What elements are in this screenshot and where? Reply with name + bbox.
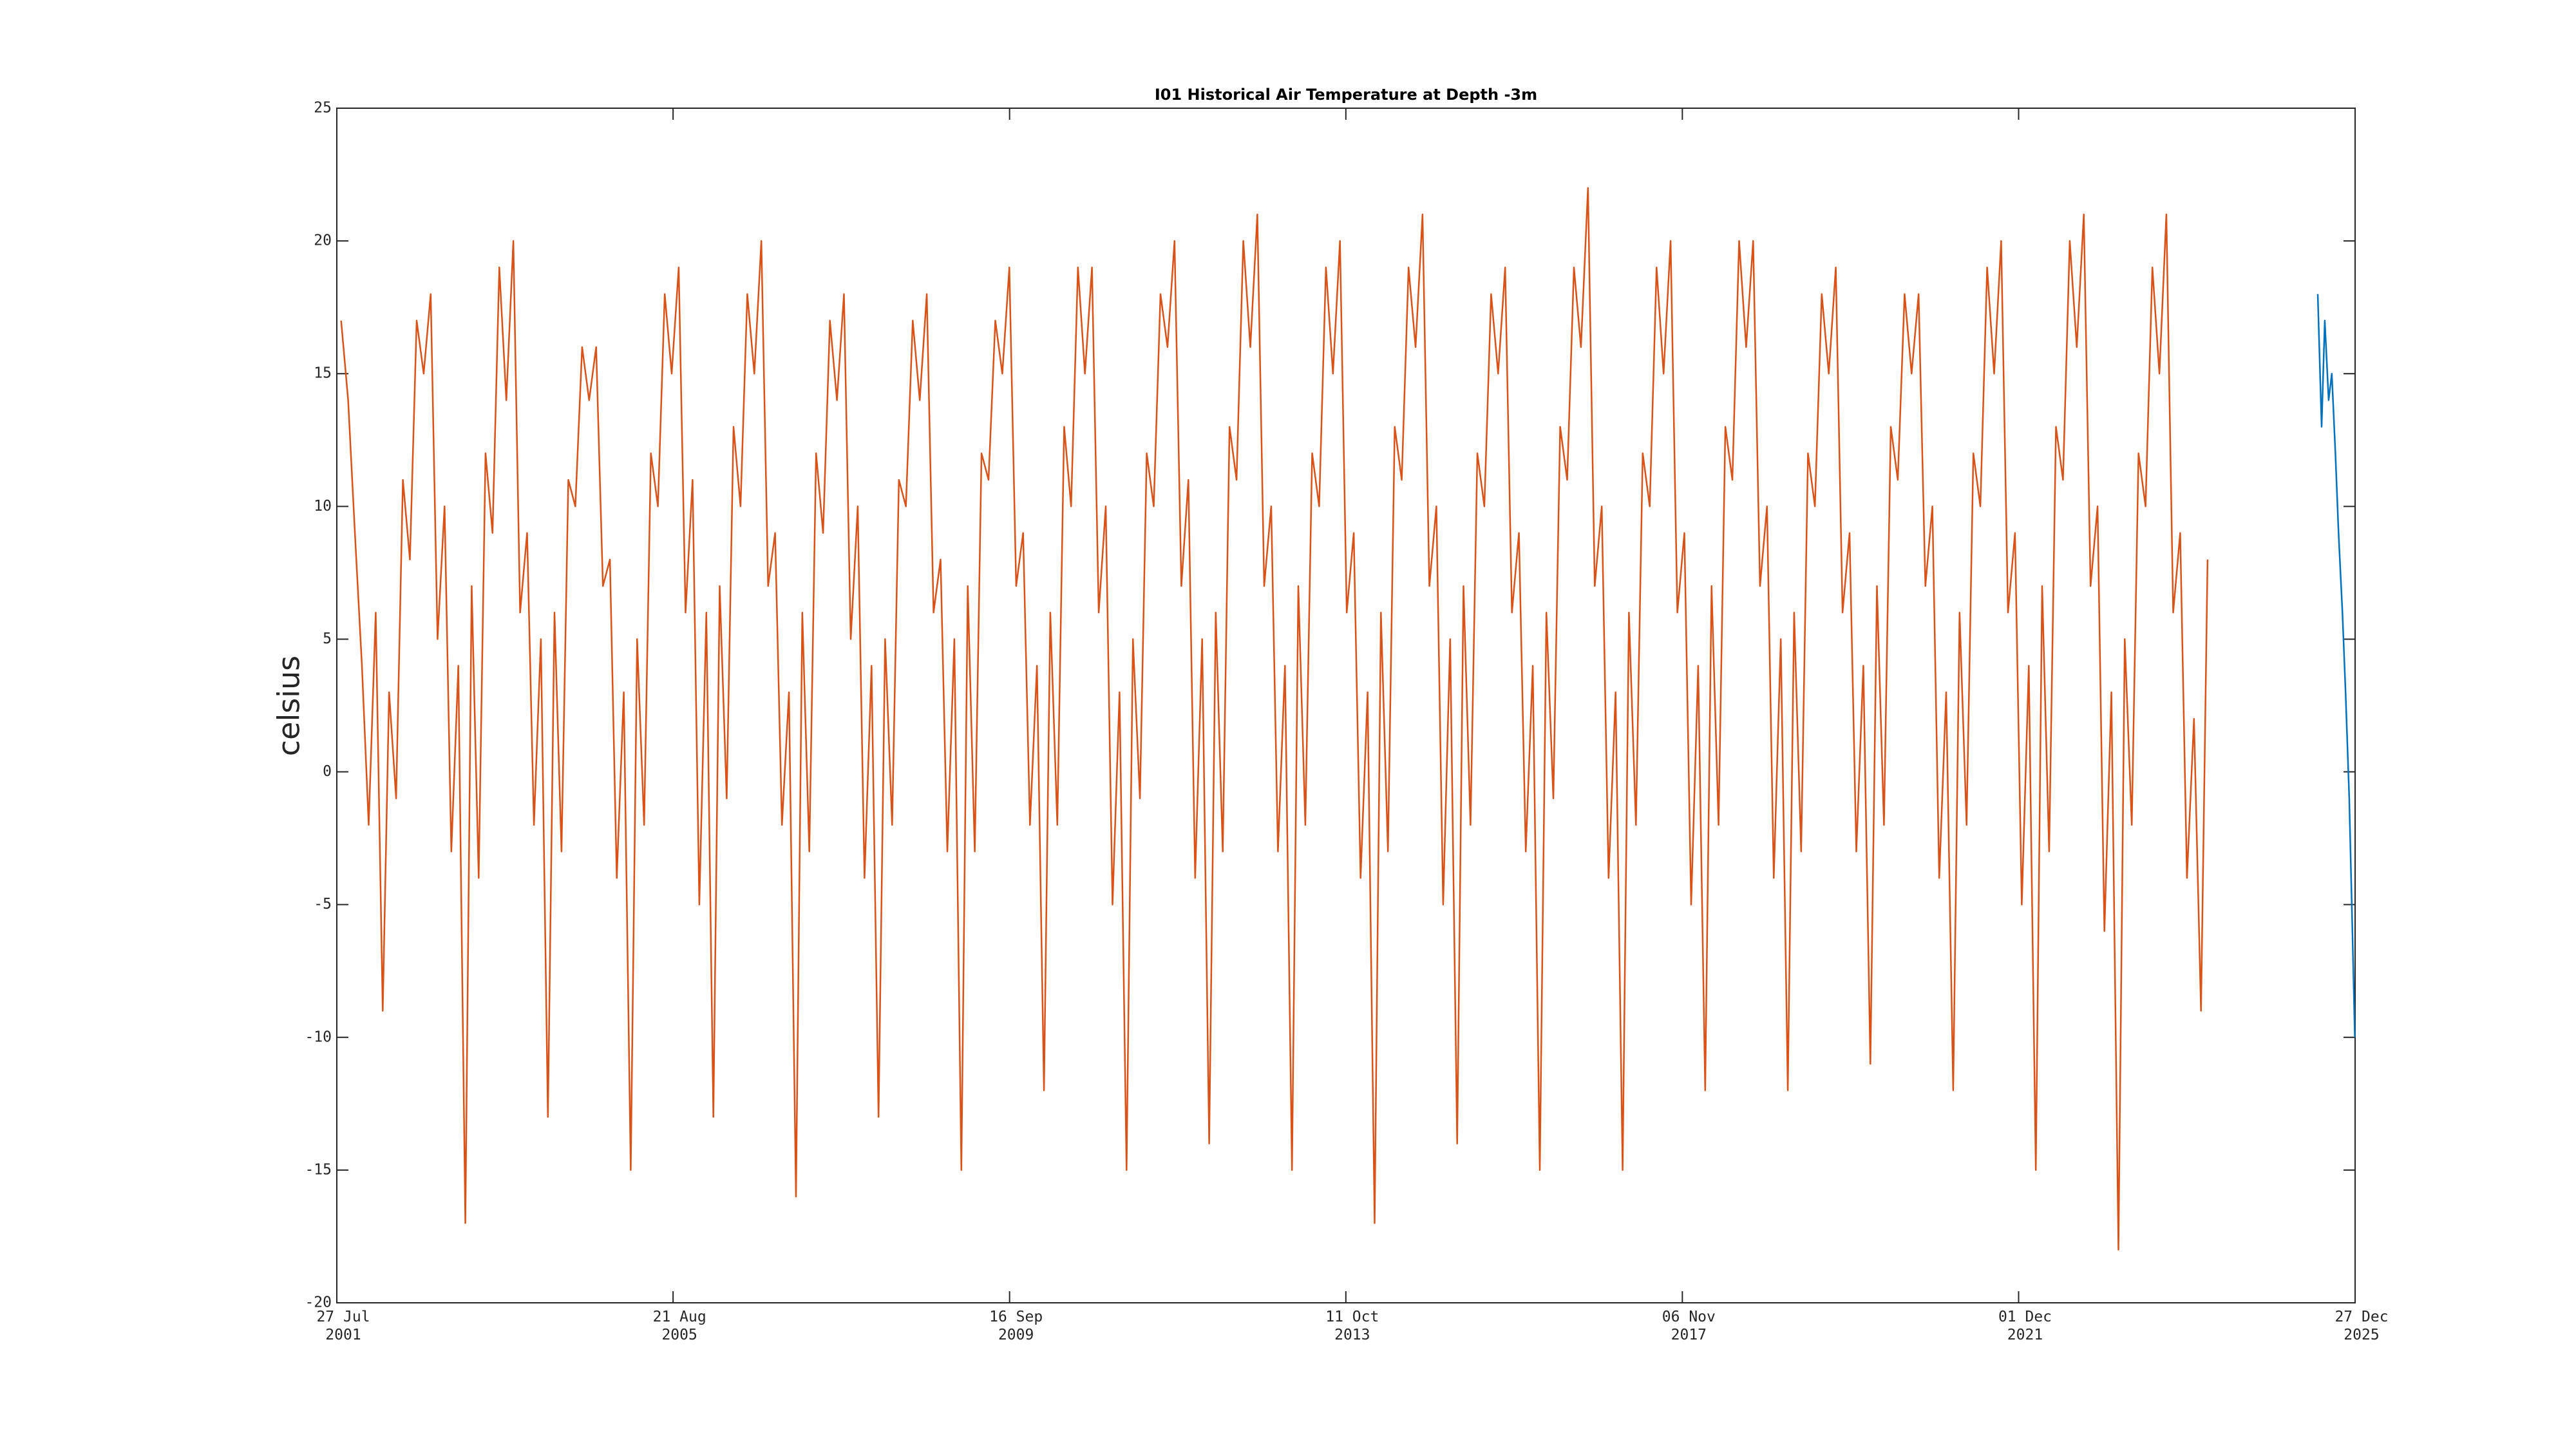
y-tick-label: 20: [314, 232, 332, 249]
chart-title: I01 Historical Air Temperature at Depth …: [1155, 86, 1537, 104]
x-tick-label: 11 Oct 2013: [1325, 1309, 1379, 1343]
x-tick-label: 27 Dec 2025: [2334, 1309, 2389, 1343]
x-tick-label: 01 Dec 2021: [1998, 1309, 2052, 1343]
y-tick-label: 10: [314, 498, 332, 515]
y-tick-label: 0: [323, 763, 332, 780]
y-tick-label: -10: [305, 1028, 332, 1045]
y-axis-label: celsius: [272, 656, 307, 756]
data-line: [340, 187, 2209, 1251]
x-tick-label: 06 Nov 2017: [1662, 1309, 1716, 1343]
y-tick-label: 5: [323, 630, 332, 647]
y-tick-label: -20: [305, 1294, 332, 1311]
data-line: [2316, 294, 2356, 1037]
y-tick-label: -5: [314, 896, 332, 913]
x-tick-label: 27 Jul 2001: [316, 1309, 370, 1343]
y-tick-label: 25: [314, 100, 332, 117]
x-tick-label: 16 Sep 2009: [989, 1309, 1043, 1343]
y-tick-label: -15: [305, 1161, 332, 1178]
x-tick-label: 21 Aug 2005: [652, 1309, 706, 1343]
y-tick-label: 15: [314, 365, 332, 382]
